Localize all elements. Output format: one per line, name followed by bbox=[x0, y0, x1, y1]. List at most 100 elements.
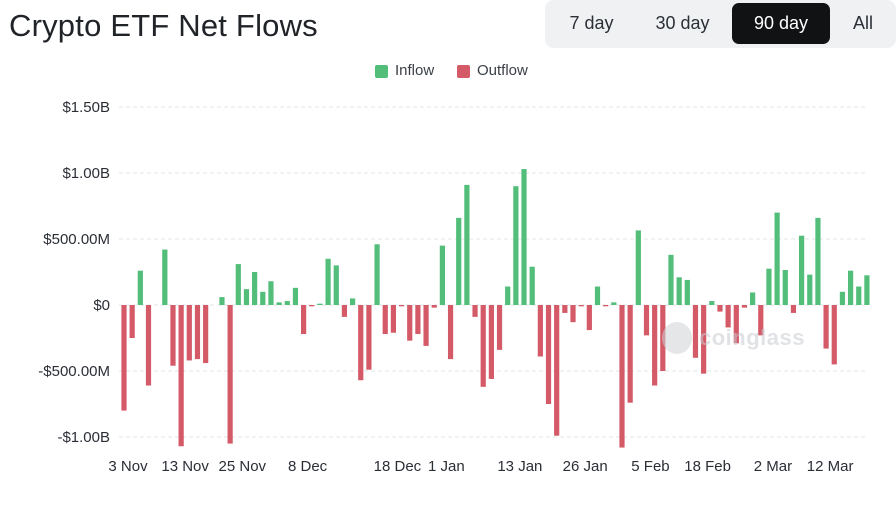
legend-swatch-outflow bbox=[457, 65, 470, 78]
outflow-bar[interactable] bbox=[643, 305, 650, 336]
inflow-bar[interactable] bbox=[325, 258, 331, 305]
outflow-bar[interactable] bbox=[423, 305, 429, 346]
inflow-bar[interactable] bbox=[505, 286, 511, 305]
inflow-bar[interactable] bbox=[513, 186, 519, 305]
inflow-bar[interactable] bbox=[439, 245, 445, 305]
outflow-bar[interactable] bbox=[358, 305, 364, 381]
y-tick-label: -$1.00B bbox=[57, 429, 110, 446]
outflow-bar[interactable] bbox=[741, 305, 748, 308]
outflow-bar[interactable] bbox=[129, 305, 135, 338]
inflow-bar[interactable] bbox=[521, 169, 527, 305]
inflow-bar[interactable] bbox=[815, 217, 821, 305]
outflow-bar[interactable] bbox=[733, 305, 739, 344]
inflow-bar[interactable] bbox=[219, 297, 225, 305]
outflow-bar[interactable] bbox=[554, 305, 560, 436]
inflow-bar[interactable] bbox=[774, 212, 780, 305]
outflow-bar[interactable] bbox=[619, 305, 625, 448]
outflow-bar[interactable] bbox=[341, 305, 348, 317]
inflow-bar[interactable] bbox=[374, 244, 380, 305]
outflow-bar[interactable] bbox=[178, 305, 184, 447]
outflow-bar[interactable] bbox=[758, 305, 764, 336]
inflow-bar[interactable] bbox=[635, 230, 641, 305]
outflow-bar[interactable] bbox=[203, 305, 209, 364]
inflow-bar[interactable] bbox=[766, 268, 772, 305]
inflow-bar[interactable] bbox=[839, 291, 846, 305]
outflow-bar[interactable] bbox=[431, 305, 437, 308]
inflow-bar[interactable] bbox=[684, 279, 690, 305]
inflow-bar[interactable] bbox=[456, 217, 462, 305]
inflow-bar[interactable] bbox=[864, 275, 870, 305]
outflow-bar[interactable] bbox=[725, 305, 731, 328]
outflow-bar[interactable] bbox=[562, 305, 568, 313]
outflow-bar[interactable] bbox=[227, 305, 233, 444]
outflow-bar[interactable] bbox=[194, 305, 201, 360]
outflow-bar[interactable] bbox=[170, 305, 176, 366]
outflow-bar[interactable] bbox=[701, 305, 707, 374]
inflow-bar[interactable] bbox=[349, 298, 356, 305]
inflow-bar[interactable] bbox=[856, 286, 862, 305]
inflow-bar[interactable] bbox=[611, 302, 617, 305]
inflow-bar[interactable] bbox=[317, 303, 323, 305]
inflow-bar[interactable] bbox=[464, 184, 470, 305]
inflow-bar[interactable] bbox=[750, 292, 756, 305]
inflow-bar[interactable] bbox=[676, 277, 682, 305]
inflow-bar[interactable] bbox=[260, 291, 266, 305]
inflow-bar[interactable] bbox=[847, 270, 854, 305]
outflow-bar[interactable] bbox=[627, 305, 633, 403]
outflow-bar[interactable] bbox=[496, 305, 503, 350]
inflow-bar[interactable] bbox=[668, 254, 674, 305]
outflow-bar[interactable] bbox=[823, 305, 829, 349]
page-title: Crypto ETF Net Flows bbox=[9, 8, 318, 43]
range-7-day-button[interactable]: 7 day bbox=[569, 13, 614, 33]
inflow-bar[interactable] bbox=[268, 281, 274, 305]
inflow-bar[interactable] bbox=[243, 289, 250, 305]
outflow-bar[interactable] bbox=[603, 305, 609, 307]
inflow-bar[interactable] bbox=[799, 235, 805, 305]
outflow-bar[interactable] bbox=[366, 305, 372, 370]
outflow-bar[interactable] bbox=[570, 305, 576, 323]
outflow-bar[interactable] bbox=[301, 305, 307, 335]
x-tick-label: 1 Jan bbox=[428, 458, 465, 475]
outflow-bar[interactable] bbox=[390, 305, 397, 333]
outflow-bar[interactable] bbox=[121, 305, 127, 411]
outflow-bar[interactable] bbox=[382, 305, 388, 335]
inflow-bar[interactable] bbox=[162, 249, 168, 305]
range-all-button[interactable]: All bbox=[852, 13, 873, 33]
inflow-bar[interactable] bbox=[235, 264, 241, 305]
outflow-bar[interactable] bbox=[488, 305, 494, 379]
inflow-bar[interactable] bbox=[594, 286, 601, 305]
outflow-bar[interactable] bbox=[831, 305, 837, 365]
outflow-bar[interactable] bbox=[447, 305, 454, 360]
outflow-bar[interactable] bbox=[415, 305, 421, 335]
inflow-bar[interactable] bbox=[276, 302, 282, 305]
outflow-bar[interactable] bbox=[790, 305, 797, 313]
inflow-bar[interactable] bbox=[252, 272, 258, 305]
x-tick-label: 5 Feb bbox=[631, 458, 669, 475]
inflow-bar[interactable] bbox=[529, 266, 535, 305]
outflow-bar[interactable] bbox=[578, 305, 584, 307]
outflow-bar[interactable] bbox=[407, 305, 413, 341]
inflow-bar[interactable] bbox=[782, 270, 788, 305]
outflow-bar[interactable] bbox=[186, 305, 192, 361]
outflow-bar[interactable] bbox=[145, 305, 152, 386]
outflow-bar[interactable] bbox=[717, 305, 723, 312]
y-tick-label: -$500.00M bbox=[38, 363, 110, 380]
inflow-bar[interactable] bbox=[284, 301, 290, 305]
outflow-bar[interactable] bbox=[472, 305, 478, 317]
inflow-bar[interactable] bbox=[709, 301, 715, 305]
inflow-bar[interactable] bbox=[807, 274, 813, 305]
range-30-day-button[interactable]: 30 day bbox=[655, 13, 710, 33]
outflow-bar[interactable] bbox=[480, 305, 486, 387]
inflow-bar[interactable] bbox=[333, 265, 339, 305]
y-tick-label: $500.00M bbox=[43, 231, 110, 248]
outflow-bar[interactable] bbox=[586, 305, 592, 331]
outflow-bar[interactable] bbox=[398, 305, 405, 307]
inflow-bar[interactable] bbox=[137, 270, 143, 305]
outflow-bar[interactable] bbox=[545, 305, 552, 404]
outflow-bar[interactable] bbox=[309, 305, 315, 307]
outflow-bar[interactable] bbox=[652, 305, 658, 386]
outflow-bar[interactable] bbox=[537, 305, 543, 357]
range-90-day-button[interactable]: 90 day bbox=[732, 3, 830, 44]
outflow-bar[interactable] bbox=[692, 305, 699, 358]
inflow-bar[interactable] bbox=[292, 287, 299, 305]
